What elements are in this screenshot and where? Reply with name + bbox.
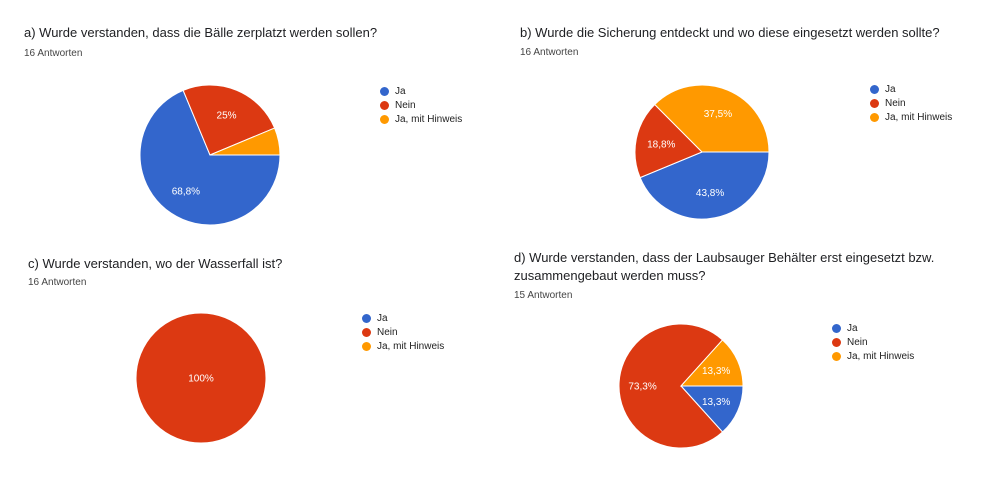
legend-swatch-icon	[362, 341, 371, 351]
legend-label: Nein	[377, 326, 398, 338]
chart-title: c) Wurde verstanden, wo der Wasserfall i…	[28, 256, 283, 271]
chart-legend: Ja Nein Ja, mit Hinweis	[362, 311, 444, 353]
chart-legend: Ja Nein Ja, mit Hinweis	[380, 84, 462, 126]
legend-label: Ja	[885, 83, 896, 95]
pie-slice	[654, 84, 770, 153]
pie-slice	[634, 103, 703, 179]
legend-swatch-icon	[380, 100, 389, 110]
legend-label: Nein	[847, 336, 868, 348]
legend-item: Ja	[870, 82, 952, 96]
response-count: 16 Antworten	[24, 48, 83, 59]
legend-label: Ja	[847, 322, 858, 334]
slice-label: 25%	[217, 110, 237, 121]
legend-swatch-icon	[832, 323, 841, 333]
legend-item: Nein	[870, 96, 952, 110]
legend-item: Ja	[380, 84, 462, 98]
legend-label: Ja, mit Hinweis	[885, 111, 953, 123]
legend-item: Ja, mit Hinweis	[832, 349, 914, 363]
legend-label: Ja, mit Hinweis	[847, 350, 915, 362]
legend-label: Nein	[395, 99, 416, 111]
legend-swatch-icon	[832, 337, 841, 347]
chart-legend: Ja Nein Ja, mit Hinweis	[832, 321, 914, 363]
chart-title: b) Wurde die Sicherung entdeckt und wo d…	[520, 25, 940, 40]
slice-label: 13,3%	[702, 366, 730, 377]
legend-label: Nein	[885, 97, 906, 109]
legend-label: Ja, mit Hinweis	[377, 340, 445, 352]
slice-label: 73,3%	[628, 382, 656, 393]
pie-slice	[679, 339, 744, 387]
legend-label: Ja	[377, 312, 388, 324]
legend-item: Ja	[832, 321, 914, 335]
pie-slice	[639, 151, 770, 220]
response-count: 16 Antworten	[28, 277, 87, 288]
legend-item: Nein	[832, 335, 914, 349]
legend-swatch-icon	[362, 327, 371, 337]
slice-label: 43,8%	[696, 188, 724, 199]
chart-legend: Ja Nein Ja, mit Hinweis	[870, 82, 952, 124]
legend-item: Ja, mit Hinweis	[870, 110, 952, 124]
legend-item: Ja, mit Hinweis	[362, 339, 444, 353]
slice-label: 18,8%	[647, 139, 675, 150]
legend-item: Ja	[362, 311, 444, 325]
response-count: 16 Antworten	[520, 47, 579, 58]
pie-slice	[135, 312, 267, 444]
pie-slice	[139, 89, 281, 226]
legend-swatch-icon	[380, 114, 389, 124]
slice-label: 13,3%	[702, 397, 730, 408]
legend-swatch-icon	[832, 351, 841, 361]
legend-swatch-icon	[870, 112, 879, 122]
legend-swatch-icon	[380, 86, 389, 96]
legend-swatch-icon	[870, 98, 879, 108]
legend-swatch-icon	[362, 313, 371, 323]
response-count: 15 Antworten	[514, 290, 573, 301]
chart-title: d) Wurde verstanden, dass der Laubsauger…	[514, 250, 935, 283]
legend-label: Ja, mit Hinweis	[395, 113, 463, 125]
slice-label: 37,5%	[704, 109, 732, 120]
legend-item: Nein	[380, 98, 462, 112]
slice-label: 68,8%	[172, 187, 200, 198]
legend-item: Ja, mit Hinweis	[380, 112, 462, 126]
pie-slice	[209, 127, 281, 156]
chart-title: a) Wurde verstanden, dass die Bälle zerp…	[24, 25, 378, 40]
pie-slice	[618, 323, 724, 449]
legend-label: Ja	[395, 85, 406, 97]
legend-swatch-icon	[870, 84, 879, 94]
slice-label: 100%	[188, 374, 214, 385]
legend-item: Nein	[362, 325, 444, 339]
